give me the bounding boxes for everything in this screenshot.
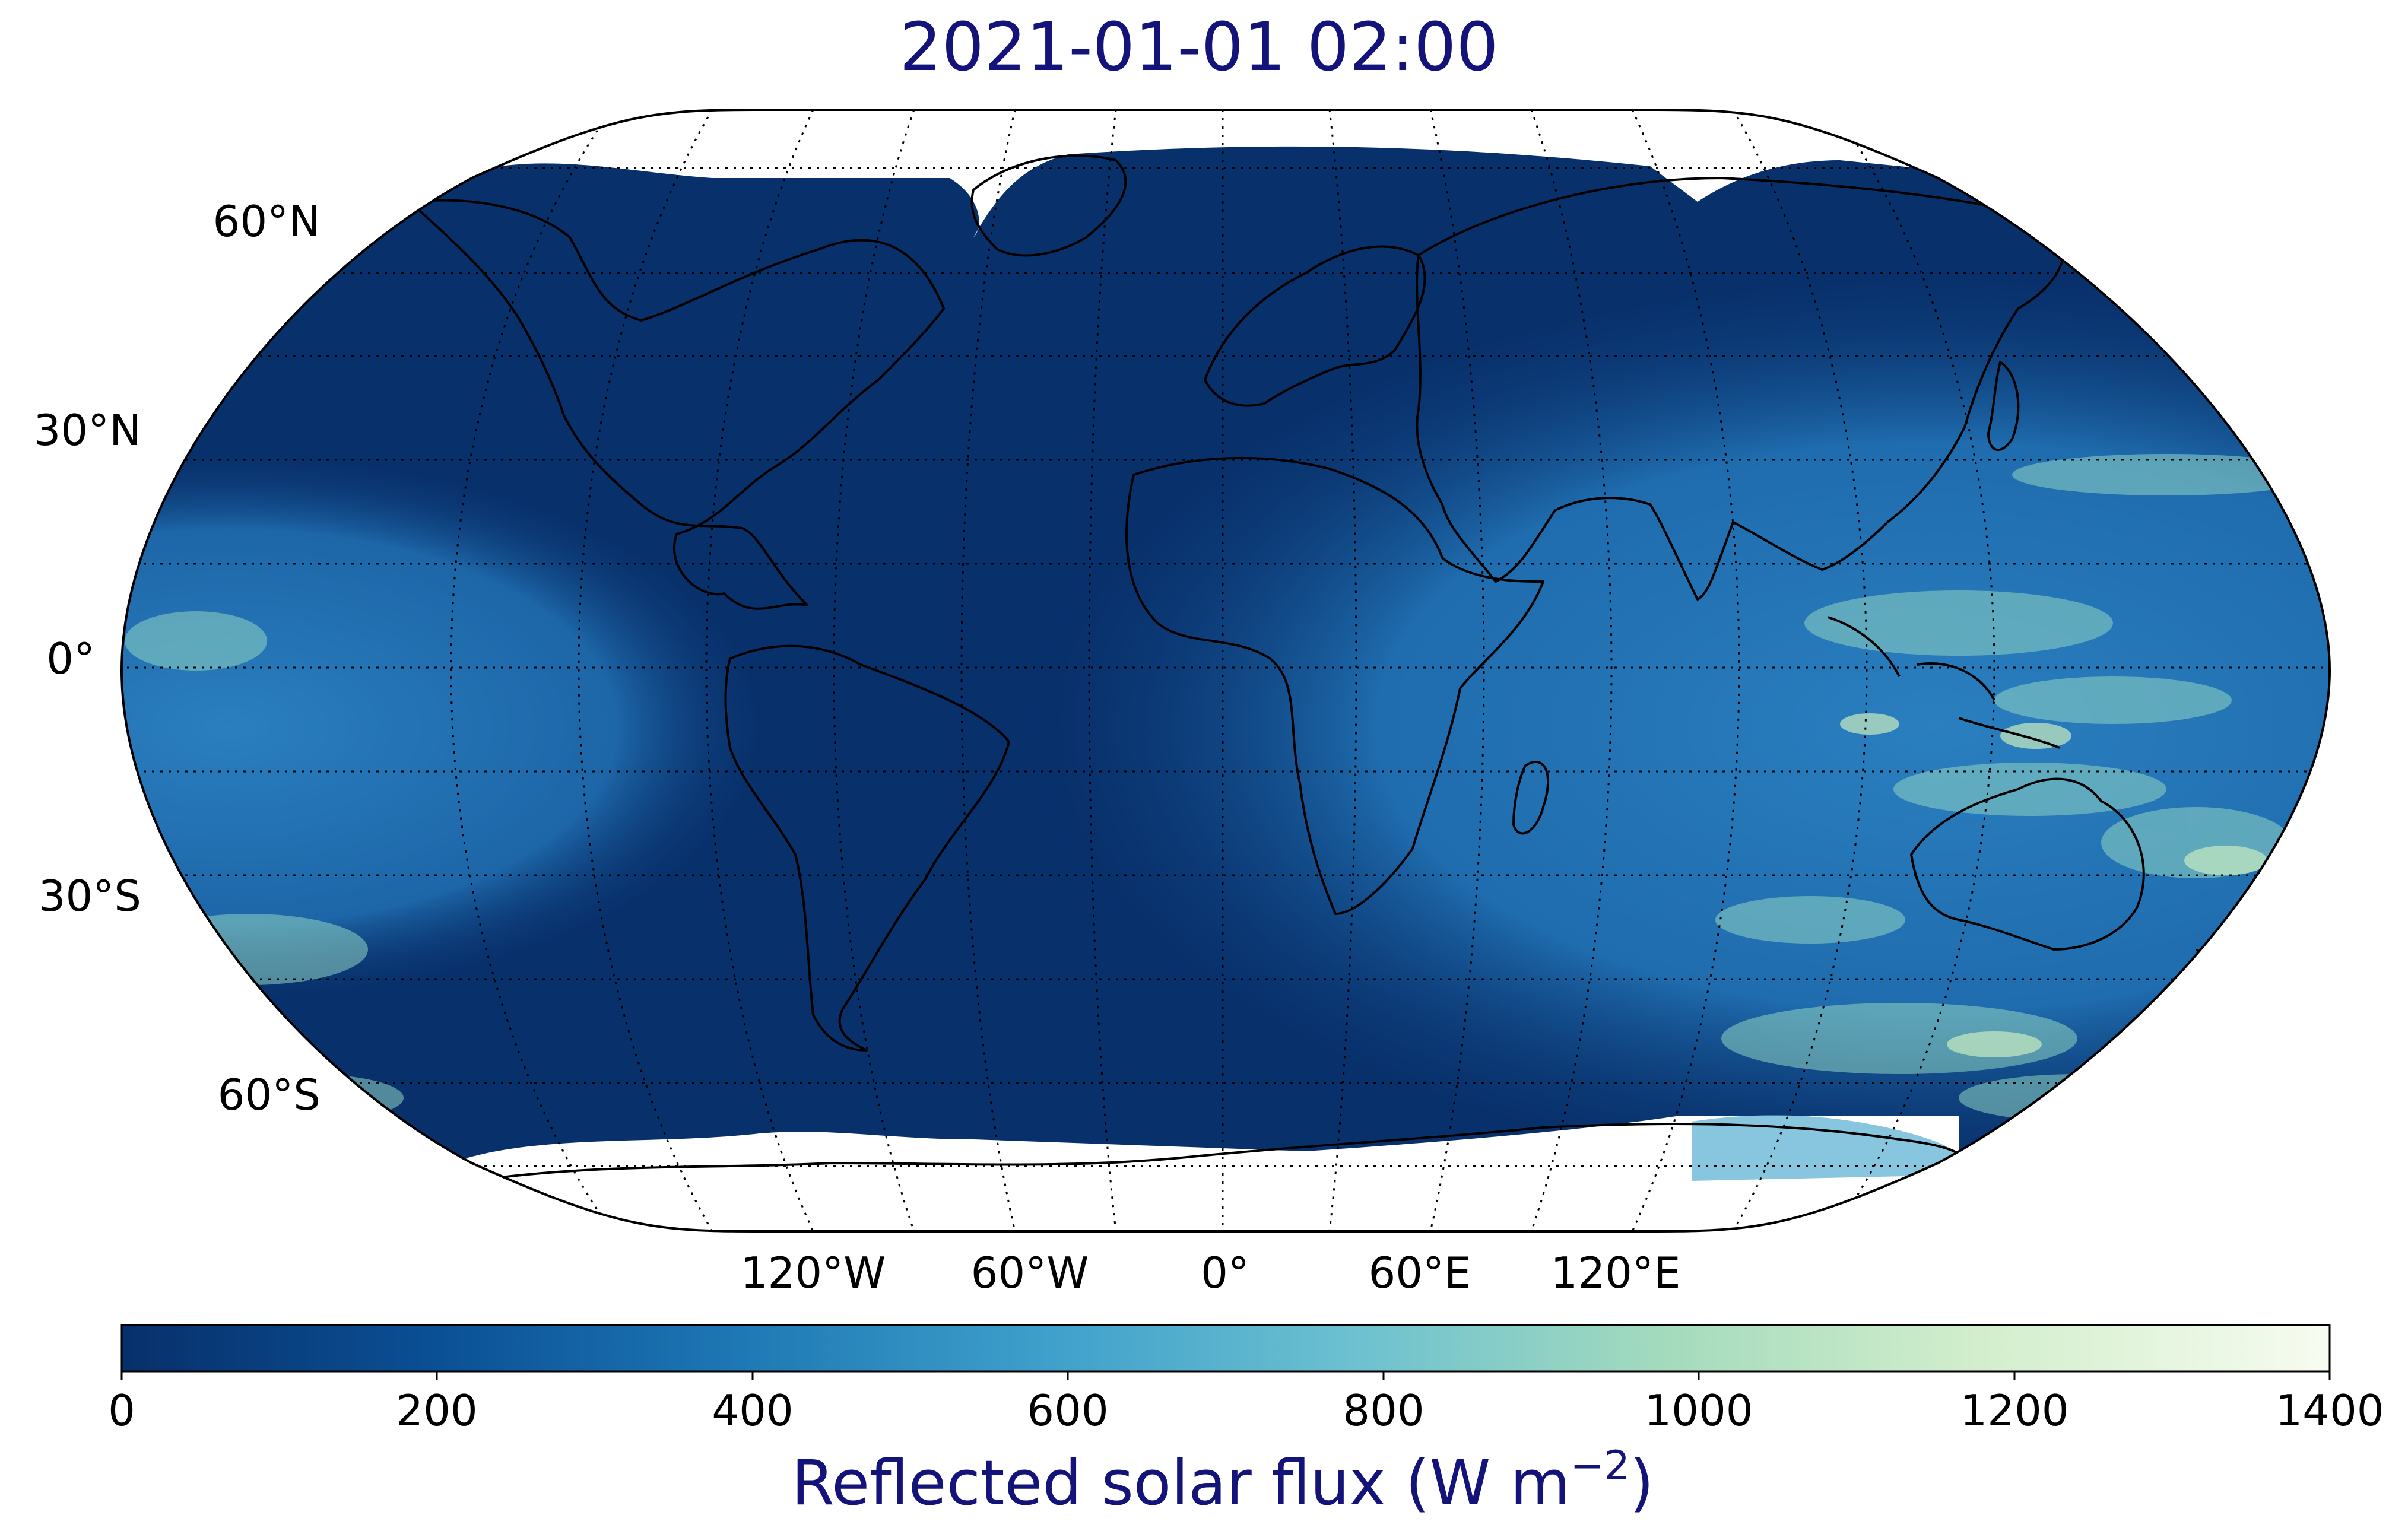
arctic-nodata — [451, 110, 2018, 237]
lat-label-30s: 30°S — [39, 871, 141, 921]
antarctic-nodata — [451, 1116, 1959, 1231]
map-title: 2021-01-01 02:00 — [899, 9, 1498, 86]
longitude-labels: 120°W 60°W 0° 60°E 120°E — [741, 1248, 1681, 1298]
globe-outline — [120, 109, 2331, 1233]
colorbar-tick-label: 600 — [1027, 1386, 1108, 1435]
lat-label-60n: 60°N — [213, 196, 321, 246]
map-globe — [120, 109, 2331, 1233]
colorbar-label-exponent: −2 — [1571, 1443, 1630, 1489]
lon-label-60e: 60°E — [1368, 1248, 1471, 1298]
lon-label-120w: 120°W — [741, 1248, 886, 1298]
lon-label-120e: 120°E — [1551, 1248, 1681, 1298]
lat-label-60s: 60°S — [218, 1070, 321, 1120]
lon-label-60w: 60°W — [971, 1248, 1089, 1298]
colorbar-label-close: ) — [1630, 1447, 1654, 1519]
colorbar-tick-label: 1200 — [1960, 1386, 2068, 1435]
colorbar-label: Reflected solar flux (W m−2) — [792, 1443, 1654, 1519]
colorbar: 0 200 400 600 800 1000 1200 1400 Reflect… — [108, 1324, 2384, 1519]
latitude-labels: 60°N 30°N 0° 30°S 60°S — [34, 196, 321, 1120]
colorbar-label-main: Reflected solar flux (W m — [792, 1447, 1571, 1519]
antarctic-ice — [1692, 1115, 1964, 1181]
colorbar-tick-label: 0 — [108, 1386, 135, 1435]
colorbar-tick-label: 800 — [1343, 1386, 1424, 1435]
lon-label-0: 0° — [1201, 1248, 1249, 1298]
cloud-highlights — [1840, 713, 2267, 1057]
colorbar-tick-label: 400 — [712, 1386, 793, 1435]
lat-label-30n: 30°N — [34, 405, 141, 455]
colorbar-tick-label: 200 — [396, 1386, 477, 1435]
colorbar-gradient — [120, 1324, 2331, 1373]
colorbar-tick-label: 1000 — [1644, 1386, 1753, 1435]
colorbar-tick-label: 1400 — [2275, 1386, 2384, 1435]
colorbar-ticks — [120, 1371, 2331, 1380]
lat-label-0: 0° — [46, 634, 95, 684]
